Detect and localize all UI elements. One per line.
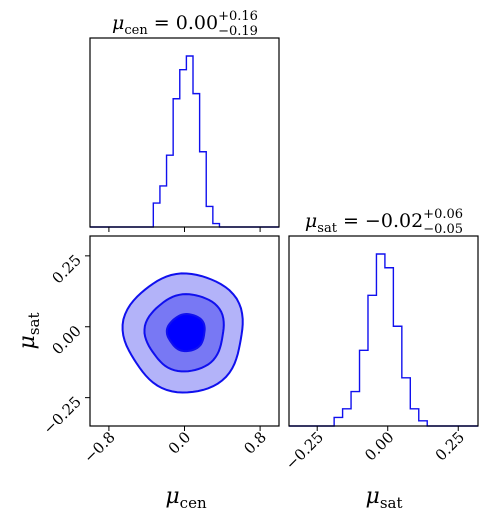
- mu-sat-hist-bin: [410, 409, 418, 426]
- mu-cen-hist-bin: [173, 99, 180, 227]
- mu-sat-histogram-frame: [288, 235, 479, 427]
- mu-sat-histogram-bars: [289, 253, 478, 427]
- joint-ytick-label: 0.25: [48, 251, 84, 287]
- mu-sat-hist-bin: [351, 392, 359, 426]
- y-axis-label-mu-sat: μsat: [15, 313, 43, 350]
- mu-cen-histogram-ticks: [108, 227, 261, 232]
- mu-sat-hist-bin: [402, 378, 410, 426]
- mu-sat-hist-bin: [376, 254, 384, 426]
- joint-contour-panel: −0.8 0.0 0.8 0.25 0.00 −0.25 μcen μsat: [15, 235, 280, 512]
- joint-xtick-label: 0.0: [165, 428, 195, 458]
- joint-ytick-label: 0.00: [48, 322, 84, 358]
- mu-sat-hist-bin: [368, 295, 376, 426]
- mu-sat-hist-bin: [343, 409, 351, 426]
- mu-sat-histogram-title: μsat = −0.02+0.06 −0.05: [305, 207, 463, 237]
- mu-cen-hist-bin: [167, 155, 174, 227]
- mu-sat-hist-bin: [385, 268, 393, 426]
- joint-xtick-label: −0.8: [80, 428, 118, 466]
- mu-cen-hist-bin: [186, 56, 193, 227]
- x-axis-label-mu-cen: μcen: [165, 484, 207, 512]
- contour-inner: [165, 312, 206, 353]
- mu-sat-hist-bin: [419, 421, 427, 426]
- mu-cen-hist-step-line: [90, 55, 279, 228]
- mu-cen-hist-bin: [200, 152, 207, 227]
- mu-sat-hist-bin: [334, 417, 342, 426]
- mu-sat-hist-xtick-label: −0.25: [282, 428, 327, 473]
- mu-cen-hist-bin: [206, 206, 213, 227]
- mu-cen-hist-bin: [193, 94, 200, 227]
- mu-cen-hist-bin: [153, 203, 160, 227]
- mu-sat-histogram-ticks: −0.25 0.00 0.25: [282, 426, 468, 473]
- mu-cen-histogram-panel: μcen = 0.00+0.16 −0.19: [89, 9, 280, 232]
- joint-contours: [121, 272, 244, 394]
- mu-sat-histogram-panel: −0.25 0.00 0.25 μsat = −0.02+0.06 −0.05 μsa…: [282, 207, 479, 512]
- mu-sat-hist-bin: [393, 326, 401, 426]
- mu-sat-hist-bin: [360, 350, 368, 426]
- mu-sat-hist-step-line: [289, 253, 478, 427]
- joint-xtick-label: 0.8: [240, 428, 270, 458]
- mu-cen-histogram-bars: [90, 55, 279, 228]
- mu-sat-hist-xtick-label: 0.00: [361, 428, 397, 464]
- mu-sat-hist-xtick-label: 0.25: [432, 428, 468, 464]
- x-axis-label-mu-sat: μsat: [366, 484, 403, 512]
- mu-cen-hist-bin: [180, 70, 187, 227]
- joint-ytick-label: −0.25: [40, 393, 85, 438]
- mu-cen-histogram-title: μcen = 0.00+0.16 −0.19: [112, 9, 258, 39]
- mu-cen-histogram-frame: [89, 37, 280, 228]
- mu-cen-hist-bin: [160, 186, 167, 227]
